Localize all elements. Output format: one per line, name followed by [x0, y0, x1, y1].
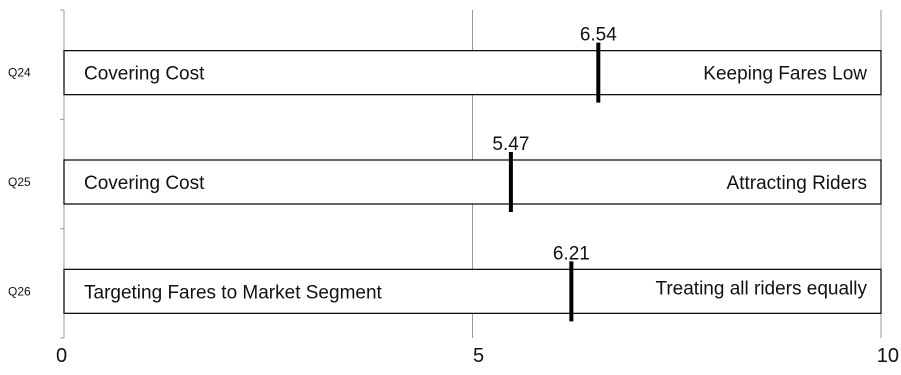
- value-label-q26: 6.21: [553, 243, 590, 264]
- right-anchor-label-q24: Keeping Fares Low: [703, 64, 867, 85]
- x-tick-label-5: 5: [473, 345, 484, 367]
- x-tick-label-0: 0: [56, 345, 67, 367]
- right-anchor-label-q26: Treating all riders equally: [655, 278, 867, 299]
- value-label-q24: 6.54: [580, 25, 617, 46]
- x-tick-label-10: 10: [877, 345, 899, 367]
- left-anchor-label-q24: Covering Cost: [84, 64, 205, 85]
- category-label-q24: Q24: [8, 66, 31, 80]
- value-label-q25: 5.47: [492, 134, 529, 155]
- category-label-q26: Q26: [8, 284, 31, 298]
- right-anchor-label-q25: Attracting Riders: [727, 173, 867, 194]
- left-anchor-label-q25: Covering Cost: [84, 173, 205, 194]
- category-label-q25: Q25: [8, 175, 31, 189]
- left-anchor-label-q26: Targeting Fares to Market Segment: [84, 282, 383, 303]
